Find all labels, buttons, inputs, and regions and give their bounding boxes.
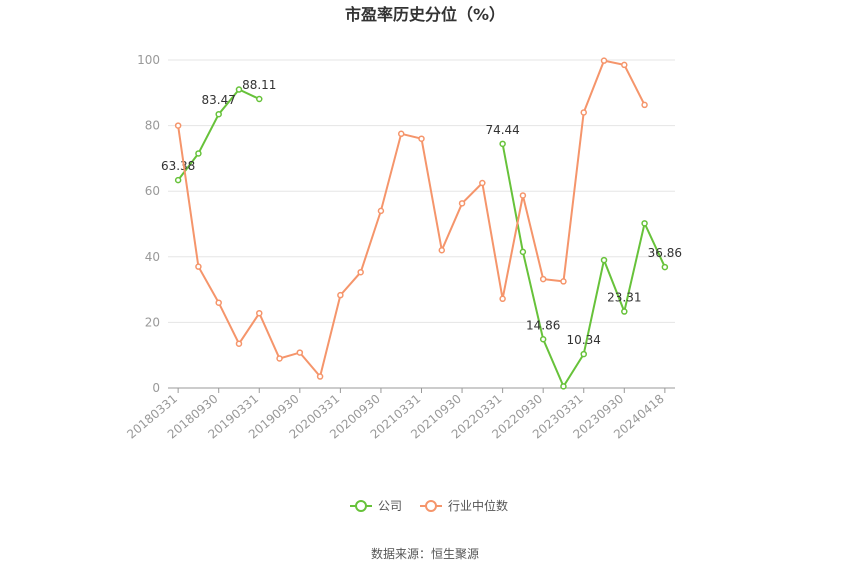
y-tick-label: 20 <box>145 315 160 329</box>
industry-median-point <box>174 122 182 129</box>
industry-median-point <box>641 101 648 109</box>
legend-label: 行业中位数 <box>448 498 508 513</box>
legend[interactable]: 公司 行业中位数 <box>350 498 508 513</box>
y-tick-label: 80 <box>145 119 160 133</box>
company-data-label: 88.11 <box>242 78 276 92</box>
industry-median-point <box>276 355 283 362</box>
industry-median-point <box>316 373 324 380</box>
industry-median-point <box>519 192 527 199</box>
industry-median-point <box>539 275 547 283</box>
company-data-label: 23.31 <box>607 291 641 305</box>
industry-median-point <box>215 299 222 306</box>
industry-median-point <box>479 179 486 187</box>
legend-item-company[interactable]: 公司 <box>350 499 402 513</box>
company-data-label: 10.34 <box>567 333 601 347</box>
company-point <box>235 86 243 93</box>
company-point <box>215 110 222 118</box>
company-point <box>174 176 182 184</box>
company-point <box>256 95 263 103</box>
y-tick-label: 100 <box>137 53 160 67</box>
y-axis: 0 20 40 60 80 100 <box>137 53 160 395</box>
y-tick-label: 0 <box>152 381 160 395</box>
y-tick-label: 60 <box>145 184 160 198</box>
x-axis: 2018033120180930201903312019093020200331… <box>124 387 675 442</box>
company-data-label: 74.44 <box>485 123 519 137</box>
company-point <box>195 150 202 157</box>
y-tick-label: 40 <box>145 250 160 264</box>
company-point <box>641 220 648 227</box>
industry-median-point <box>458 200 466 207</box>
industry-median-point <box>438 246 446 254</box>
company-point <box>621 308 628 315</box>
industry-median-point <box>357 268 364 276</box>
company-point <box>539 336 547 343</box>
industry-median-point <box>600 57 608 64</box>
industry-median-point <box>621 61 628 69</box>
industry-median-point <box>195 263 202 270</box>
company-point <box>519 248 527 256</box>
company-point <box>499 140 506 148</box>
industry-median-point <box>397 130 405 138</box>
industry-median-point <box>296 349 304 356</box>
legend-label: 公司 <box>378 499 402 513</box>
company-data-label: 36.86 <box>648 246 682 260</box>
company-point <box>661 263 669 271</box>
industry-median-point <box>377 207 385 215</box>
company-point <box>560 383 567 390</box>
industry-median-point <box>560 278 567 285</box>
legend-marker <box>355 500 367 512</box>
company-data-label: 63.38 <box>161 159 195 173</box>
industry-median-point <box>256 309 263 317</box>
industry-median-series-line <box>177 59 646 379</box>
industry-median-point <box>337 291 344 299</box>
source-text: 数据来源：恒生聚源 <box>371 546 479 561</box>
legend-marker <box>425 500 437 512</box>
industry-median-point <box>418 135 425 142</box>
industry-median-point <box>580 109 587 116</box>
chart-title: 市盈率历史分位（%） <box>345 5 505 24</box>
legend-item-industry-median[interactable]: 行业中位数 <box>420 498 508 513</box>
company-data-label: 14.86 <box>526 318 560 332</box>
company-point <box>600 256 608 264</box>
industry-median-point <box>499 295 506 303</box>
plot-area: 63.38 83.47 88.11 74.44 14.86 10.34 23.31 36.86 <box>161 57 682 390</box>
company-point <box>580 350 587 358</box>
company-data-label: 83.47 <box>202 93 236 107</box>
industry-median-point <box>235 340 243 347</box>
company-series-line <box>501 143 666 389</box>
